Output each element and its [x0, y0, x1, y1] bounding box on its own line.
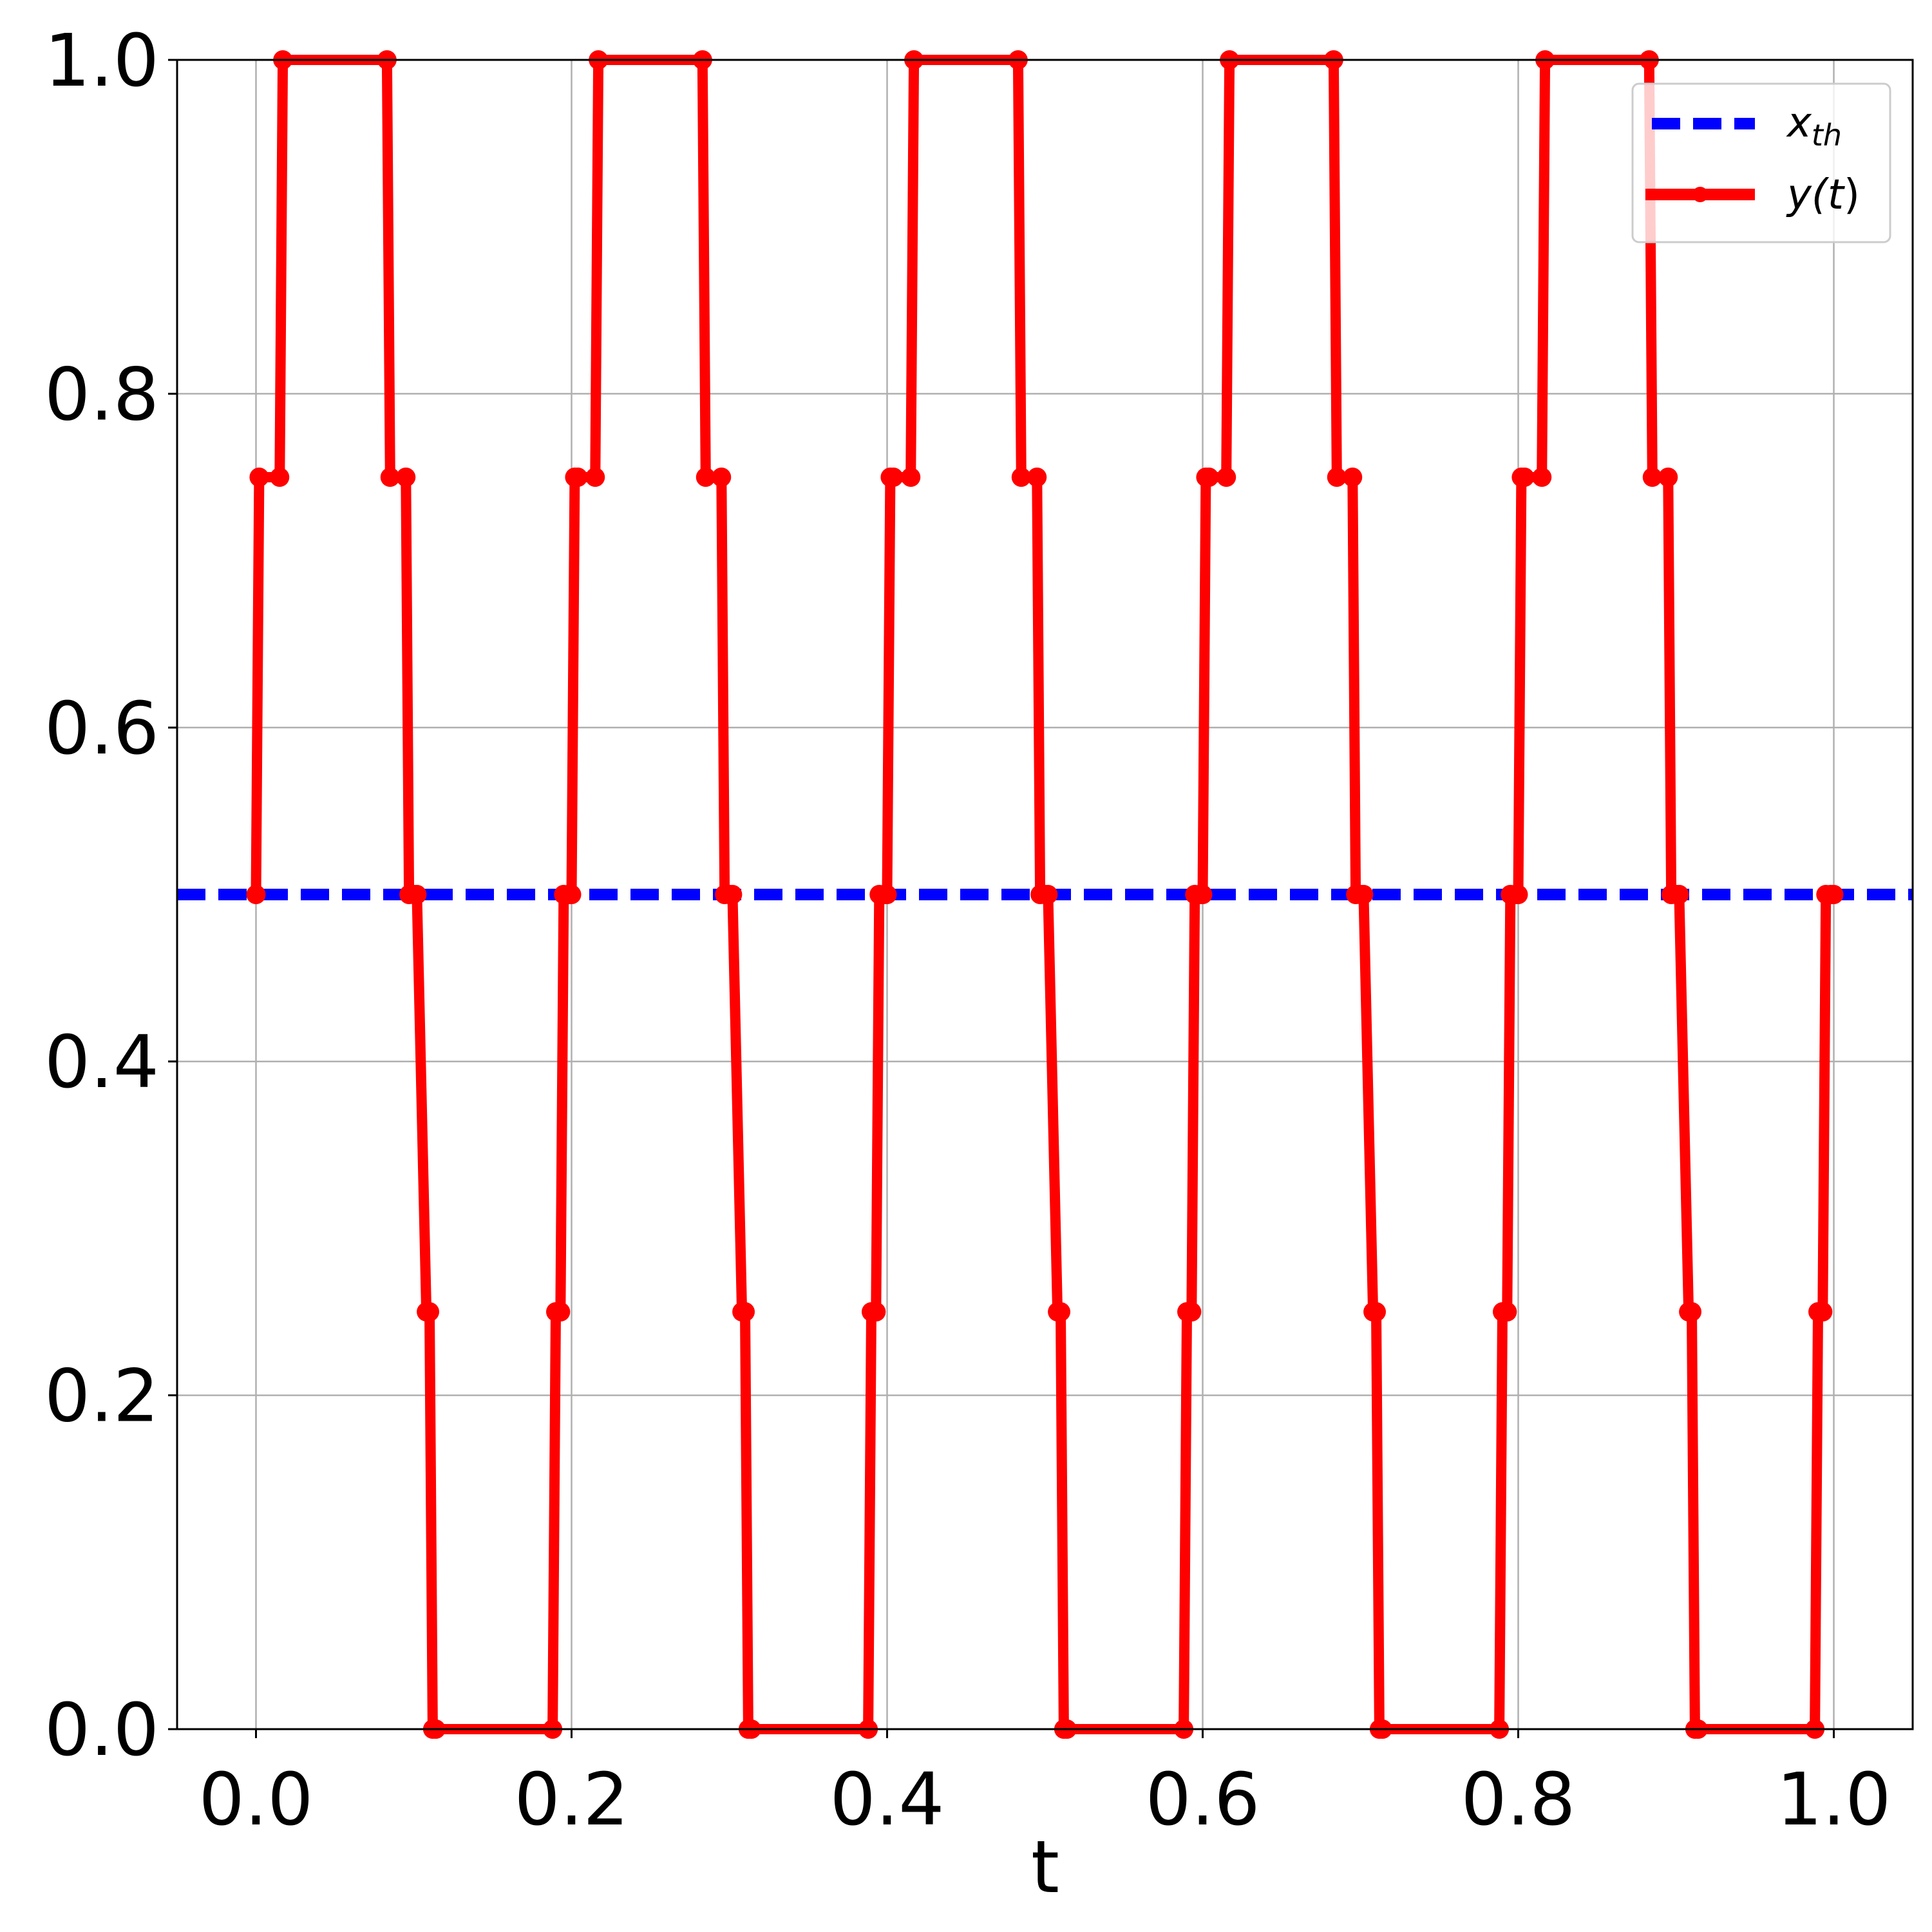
data-point-0-62 — [1217, 468, 1236, 487]
data-point-0-1 — [249, 468, 269, 487]
plot-frame — [176, 59, 1914, 1730]
data-point-0-86 — [1658, 468, 1678, 487]
x-tick-label-3: 0.6 — [1145, 1758, 1260, 1842]
data-point-0-31 — [735, 1302, 755, 1321]
y-tick-label-1: 0.2 — [44, 1355, 159, 1439]
data-point-0-99 — [1824, 885, 1844, 904]
x-axis-label: t — [1031, 1826, 1059, 1909]
data-point-0-6 — [396, 468, 416, 487]
data-point-0-65 — [1327, 468, 1347, 487]
data-point-0-11 — [420, 1302, 439, 1321]
data-point-0-36 — [866, 1302, 886, 1321]
legend-threshold-label: xth — [1786, 99, 1842, 153]
data-point-0-59 — [1193, 885, 1213, 904]
legend-series-marker — [1692, 187, 1708, 202]
data-point-0-81 — [1515, 468, 1535, 487]
data-point-0-85 — [1642, 468, 1662, 487]
y-axis-ticks: 0.0 0.2 0.4 0.6 0.8 1.0 — [44, 19, 177, 1772]
data-point-0-16 — [551, 1302, 571, 1321]
x-axis-ticks: 0.0 0.2 0.4 0.6 0.8 1.0 — [198, 1729, 1891, 1842]
data-point-0-49 — [1038, 885, 1058, 904]
data-point-0-46 — [1027, 468, 1047, 487]
data-point-0-29 — [723, 885, 743, 904]
x-tick-label-2: 0.4 — [829, 1758, 944, 1842]
data-point-0-91 — [1682, 1302, 1701, 1321]
x-tick-label-4: 0.8 — [1461, 1758, 1575, 1842]
data-point-0-2 — [270, 468, 290, 487]
data-point-0-41 — [884, 468, 904, 487]
data-point-0-79 — [1508, 885, 1528, 904]
y-tick-label-3: 0.6 — [44, 687, 159, 771]
data-point-0-9 — [407, 885, 427, 904]
y-tick-label-5: 1.0 — [44, 19, 159, 103]
data-point-0-96 — [1813, 1302, 1833, 1321]
series-line-0 — [251, 55, 1834, 1734]
axes-frame — [176, 59, 1914, 1730]
data-point-0-0 — [246, 885, 266, 904]
data-point-0-66 — [1343, 468, 1363, 487]
data-point-0-82 — [1532, 468, 1552, 487]
data-point-0-26 — [712, 468, 732, 487]
data-point-0-51 — [1051, 1302, 1070, 1321]
data-point-0-45 — [1011, 468, 1031, 487]
x-tick-label-5: 1.0 — [1776, 1758, 1891, 1842]
y-tick-label-2: 0.4 — [44, 1021, 159, 1104]
legend: xth y(t) — [1631, 82, 1891, 243]
x-tick-label-0: 0.0 — [198, 1758, 313, 1842]
legend-series-label: y(t) — [1786, 171, 1860, 219]
data-point-0-19 — [562, 885, 582, 904]
data-point-0-21 — [568, 468, 588, 487]
data-point-0-42 — [901, 468, 921, 487]
y-tick-label-4: 0.8 — [44, 353, 159, 437]
data-point-0-89 — [1669, 885, 1689, 904]
data-point-0-5 — [380, 468, 400, 487]
data-point-0-69 — [1354, 885, 1374, 904]
data-point-0-71 — [1367, 1302, 1386, 1321]
data-point-0-39 — [877, 885, 897, 904]
data-point-0-76 — [1497, 1302, 1517, 1321]
y-tick-label-0: 0.0 — [44, 1689, 159, 1772]
data-point-0-22 — [585, 468, 605, 487]
data-point-0-56 — [1182, 1302, 1202, 1321]
data-point-0-61 — [1199, 468, 1219, 487]
data-point-0-25 — [696, 468, 715, 487]
x-tick-label-1: 0.2 — [514, 1758, 629, 1842]
